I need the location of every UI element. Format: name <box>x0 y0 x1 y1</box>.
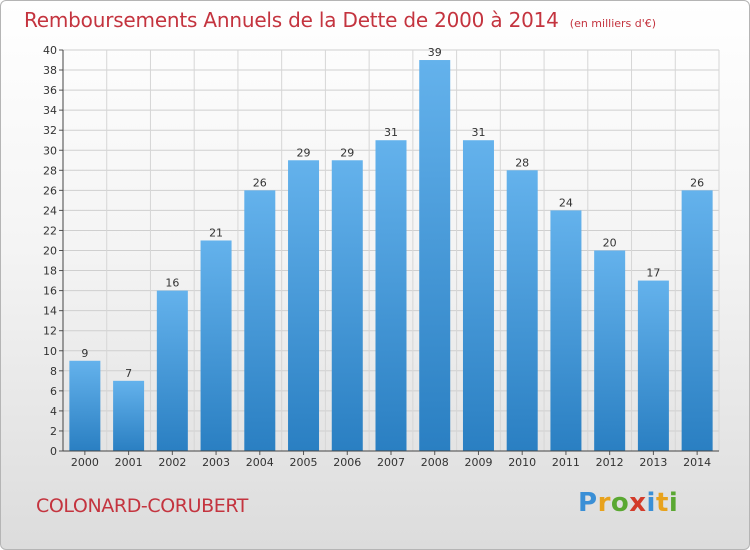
x-tick-label: 2013 <box>639 456 667 469</box>
y-tick-label: 18 <box>43 265 57 278</box>
bar <box>550 210 582 451</box>
y-tick-label: 0 <box>50 445 57 458</box>
bar <box>244 190 276 451</box>
x-tick-label: 2001 <box>115 456 143 469</box>
bar <box>462 140 494 451</box>
y-tick-label: 36 <box>43 84 57 97</box>
data-label: 7 <box>125 367 132 380</box>
data-label: 31 <box>384 126 398 139</box>
y-tick-label: 16 <box>43 285 57 298</box>
data-label: 28 <box>515 156 529 169</box>
data-label: 31 <box>471 126 485 139</box>
x-tick-label: 2005 <box>290 456 318 469</box>
x-tick-label: 2002 <box>158 456 186 469</box>
brand-letter: x <box>629 488 647 518</box>
bar <box>288 160 320 451</box>
x-tick-label: 2010 <box>508 456 536 469</box>
y-tick-label: 4 <box>50 405 57 418</box>
brand-letter: i <box>646 488 656 518</box>
y-tick-label: 12 <box>43 325 57 338</box>
x-tick-label: 2009 <box>464 456 492 469</box>
data-label: 26 <box>690 176 704 189</box>
data-label: 20 <box>603 237 617 250</box>
x-tick-label: 2007 <box>377 456 405 469</box>
bar <box>69 360 101 451</box>
data-label: 9 <box>81 347 88 360</box>
brand-letter: o <box>610 488 630 518</box>
data-label: 17 <box>646 267 660 280</box>
bar <box>156 290 188 451</box>
y-tick-label: 6 <box>50 385 57 398</box>
data-label: 39 <box>428 46 442 59</box>
y-tick-label: 24 <box>43 204 57 217</box>
brand-letter: t <box>655 488 669 518</box>
x-tick-label: 2012 <box>596 456 624 469</box>
bar <box>681 190 713 451</box>
x-tick-label: 2003 <box>202 456 230 469</box>
y-tick-label: 2 <box>50 425 57 438</box>
y-tick-label: 34 <box>43 104 57 117</box>
y-tick-label: 40 <box>43 44 57 57</box>
brand-letter: r <box>597 488 611 518</box>
data-label: 26 <box>253 176 267 189</box>
bar <box>419 60 451 452</box>
data-label: 29 <box>297 146 311 159</box>
x-tick-label: 2000 <box>71 456 99 469</box>
bar <box>637 280 669 451</box>
brand-letter: i <box>668 488 679 518</box>
y-tick-label: 22 <box>43 224 57 237</box>
commune-name: COLONARD-CORUBERT <box>36 495 248 517</box>
y-tick-label: 14 <box>43 305 57 318</box>
bar <box>331 160 363 451</box>
y-tick-label: 20 <box>43 245 57 258</box>
bar <box>506 170 538 452</box>
bar <box>375 140 407 451</box>
data-label: 16 <box>165 277 179 290</box>
bar <box>113 380 145 451</box>
bar <box>594 250 626 451</box>
data-label: 29 <box>340 146 354 159</box>
brand-letter: P <box>578 488 598 518</box>
x-tick-label: 2006 <box>333 456 361 469</box>
y-tick-label: 10 <box>43 345 57 358</box>
data-label: 21 <box>209 226 223 239</box>
y-tick-label: 38 <box>43 64 57 77</box>
chart-header: Remboursements Annuels de la Dette de 20… <box>24 8 656 32</box>
y-tick-label: 30 <box>43 144 57 157</box>
chart-title: Remboursements Annuels de la Dette de 20… <box>24 8 559 32</box>
x-tick-label: 2011 <box>552 456 580 469</box>
proxiti-logo: Proxiti <box>578 488 678 518</box>
y-tick-label: 8 <box>50 365 57 378</box>
x-tick-label: 2014 <box>683 456 711 469</box>
x-tick-label: 2004 <box>246 456 274 469</box>
x-tick-label: 2008 <box>421 456 449 469</box>
chart-subtitle: (en milliers d'€) <box>569 17 657 30</box>
bar <box>200 240 232 451</box>
y-tick-label: 28 <box>43 164 57 177</box>
y-tick-label: 32 <box>43 124 57 137</box>
y-tick-label: 26 <box>43 184 57 197</box>
data-label: 24 <box>559 196 573 209</box>
